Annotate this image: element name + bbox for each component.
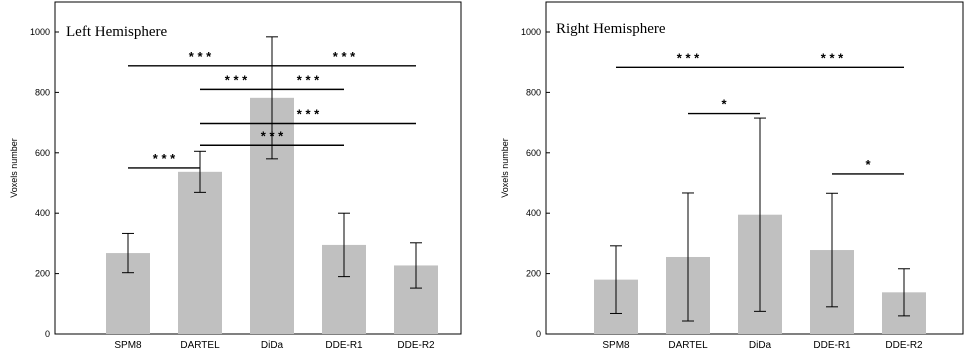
significance-label: * * * xyxy=(189,49,212,64)
y-tick-label: 1000 xyxy=(521,27,541,37)
y-tick-label: 600 xyxy=(526,148,541,158)
x-tick-label: SPM8 xyxy=(602,340,630,351)
significance-label: * xyxy=(721,97,727,112)
left-hemisphere-chart: 0 200 400 600 800 1000 Voxels number Left Hemis… xyxy=(9,1,462,351)
x-tick-label: DDE-R2 xyxy=(885,340,923,351)
significance-label: * * * xyxy=(153,151,176,166)
bar-dartel xyxy=(178,171,222,334)
significance-label: * * * xyxy=(333,49,356,64)
significance-label: * * * xyxy=(821,50,844,65)
y-tick-label: 800 xyxy=(526,87,541,97)
significance-label: * * * xyxy=(261,128,284,143)
x-tick-label: DDE-R2 xyxy=(397,340,435,351)
y-tick-label: 600 xyxy=(35,148,50,158)
y-tick-label: 0 xyxy=(536,329,541,339)
significance-label: * * * xyxy=(677,50,700,65)
significance-label: * * * xyxy=(297,107,320,122)
y-tick-label: 0 xyxy=(45,329,50,339)
significance-label: * * * xyxy=(225,72,248,87)
y-tick-label: 800 xyxy=(35,87,50,97)
x-tick-label: DDE-R1 xyxy=(813,340,851,351)
significance-label: * * * xyxy=(297,72,320,87)
x-tick-label: DARTEL xyxy=(180,340,220,351)
x-tick-label: DiDa xyxy=(749,340,772,351)
x-tick-label: DiDa xyxy=(261,340,284,351)
y-axis-label: Voxels number xyxy=(500,138,510,198)
y-tick-label: 200 xyxy=(526,269,541,279)
y-tick-label: 400 xyxy=(526,208,541,218)
x-tick-label: DARTEL xyxy=(668,340,708,351)
chart-title: Right Hemisphere xyxy=(556,21,666,37)
x-tick-label: DDE-R1 xyxy=(325,340,363,351)
chart-title: Left Hemisphere xyxy=(66,24,168,40)
right-hemisphere-chart: 0 200 400 600 800 1000 Voxels number Right Hemi… xyxy=(500,1,964,351)
significance-label: * xyxy=(865,157,871,172)
y-axis-label: Voxels number xyxy=(9,138,19,198)
y-tick-label: 400 xyxy=(35,208,50,218)
y-tick-label: 200 xyxy=(35,269,50,279)
y-tick-label: 1000 xyxy=(30,27,50,37)
x-tick-label: SPM8 xyxy=(114,340,142,351)
